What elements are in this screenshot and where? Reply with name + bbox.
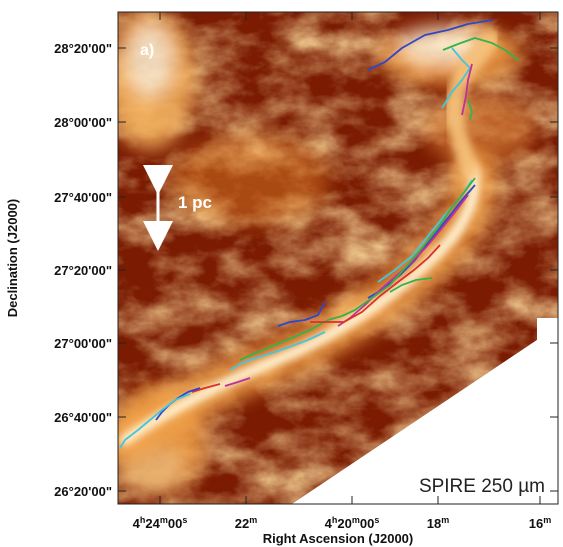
filament-green-mid	[467, 99, 473, 121]
instrument-label: SPIRE 250 µm	[419, 476, 545, 497]
x-tick-label: 22m	[235, 515, 257, 531]
plot-frame	[117, 11, 559, 505]
filament-red-lower	[191, 383, 221, 393]
y-tick-label: 27°20'00"	[54, 263, 112, 278]
dust-map	[118, 12, 558, 504]
y-tick-label: 28°20'00"	[54, 41, 112, 56]
scale-bar-label: 1 pc	[178, 193, 212, 212]
x-tick-label: 18m	[427, 515, 449, 531]
x-axis: 4h24m00s 22m 4h20m00s 18m 16m	[133, 12, 551, 531]
filament-green-top	[442, 37, 519, 61]
filament-magenta-lower	[224, 377, 251, 387]
filament-cyan-lower	[229, 331, 326, 371]
y-axis-label: Declination (J2000)	[5, 199, 20, 318]
y-tick-label: 27°40'00"	[54, 190, 112, 205]
x-tick-label: 16m	[529, 515, 551, 531]
filament-magenta-top	[461, 63, 473, 116]
filament-cyan-bottom	[119, 393, 191, 449]
panel-label: a)	[140, 42, 154, 59]
x-tick-label: 4h24m00s	[133, 515, 188, 531]
filament-green-main	[239, 177, 476, 361]
x-tick-label: 4h20m00s	[325, 515, 380, 531]
y-tick-label: 28°00'00"	[54, 115, 112, 130]
filament-red-main	[310, 244, 441, 323]
x-axis-label: Right Ascension (J2000)	[263, 531, 414, 546]
unobserved-region	[292, 318, 558, 504]
filament-tracings	[119, 19, 519, 449]
filament-green-lower	[389, 277, 433, 293]
filament-cyan-top	[441, 47, 471, 109]
y-tick-label: 26°20'00"	[54, 484, 112, 499]
y-tick-label: 26°40'00"	[54, 410, 112, 425]
y-tick-label: 27°00'00"	[54, 336, 112, 351]
filament-blue-mid	[277, 301, 326, 327]
main-filament-ridge	[118, 31, 499, 461]
scale-bar: 1 pc	[143, 165, 212, 251]
y-axis: 28°20'00" 28°00'00" 27°40'00" 27°20'00" 27°0…	[54, 41, 558, 499]
filament-blue-top	[367, 19, 494, 71]
